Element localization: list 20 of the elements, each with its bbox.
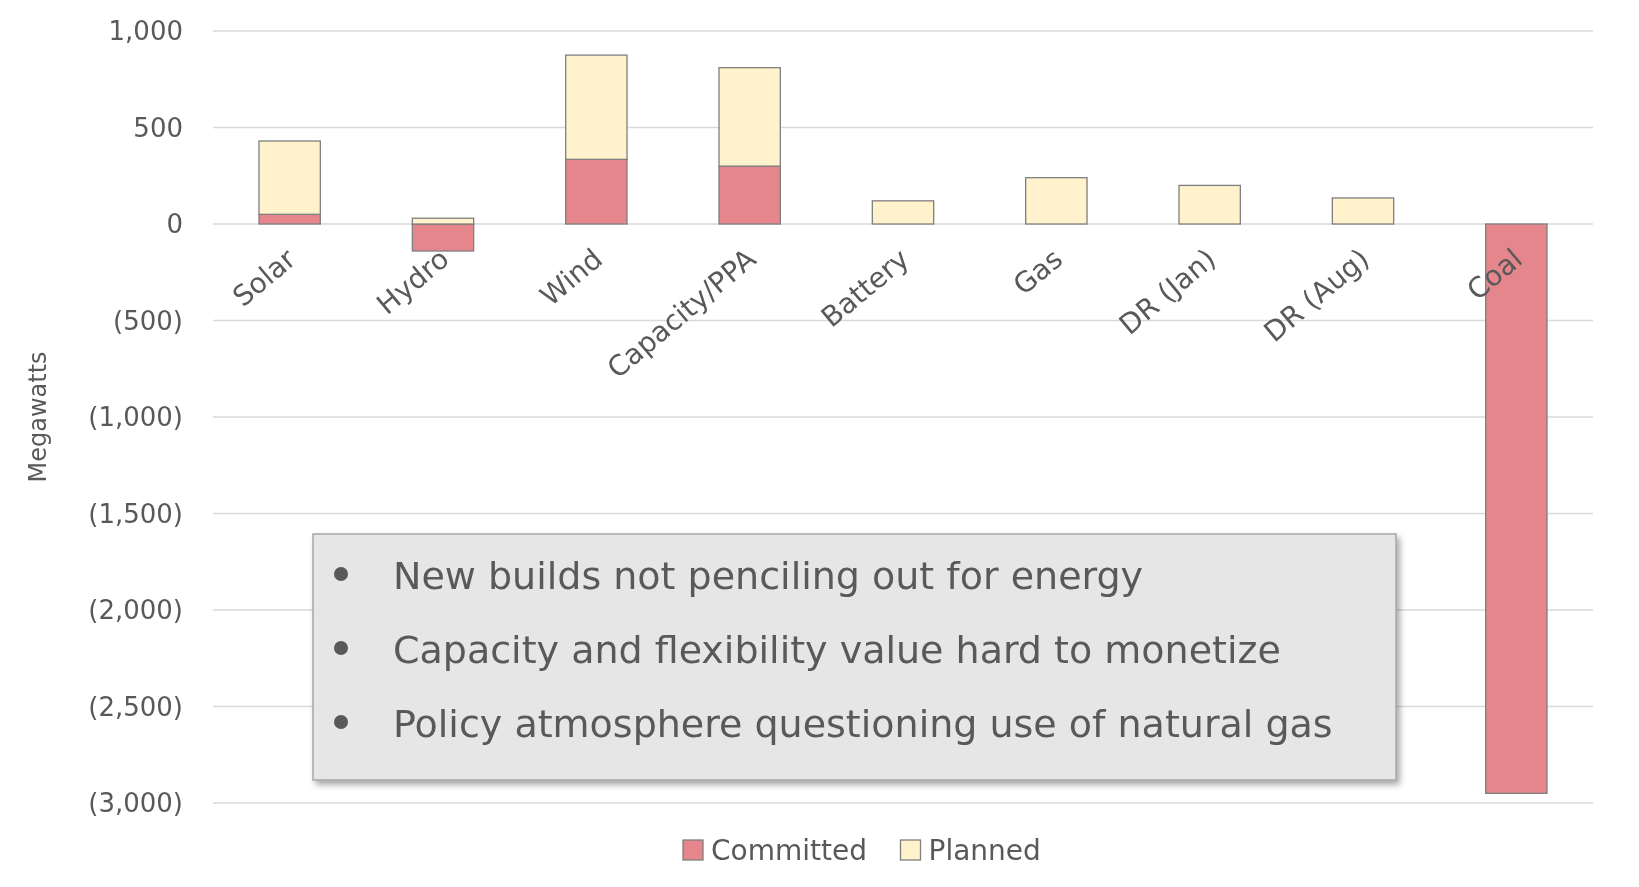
y-tick-label: (2,000) <box>88 595 183 626</box>
annotation: New builds not penciling out for energy <box>393 554 1144 599</box>
y-tick-label: 0 <box>166 209 183 240</box>
bar <box>1178 184 1241 225</box>
y-tick-label: (3,000) <box>88 788 183 819</box>
y-tick-label: (2,500) <box>88 691 183 722</box>
bar <box>1025 177 1088 225</box>
bar <box>1331 197 1395 225</box>
legend-label: Committed <box>711 833 867 867</box>
annotation: Capacity and flexibility value hard to monetize <box>393 628 1281 673</box>
annotation: Policy atmosphere questioning use of natural gas <box>393 702 1333 747</box>
y-tick-label: (1,000) <box>88 402 183 433</box>
y-tick-label: (500) <box>113 305 183 336</box>
x-tick-label: Gas <box>1006 242 1069 302</box>
y-axis-title: Megawatts <box>24 351 52 483</box>
y-tick-label: 500 <box>133 112 183 143</box>
y-tick-label: 1,000 <box>108 16 183 47</box>
y-tick-label: (1,500) <box>88 498 183 529</box>
bar <box>871 200 935 225</box>
legend-label: Planned <box>928 833 1041 867</box>
